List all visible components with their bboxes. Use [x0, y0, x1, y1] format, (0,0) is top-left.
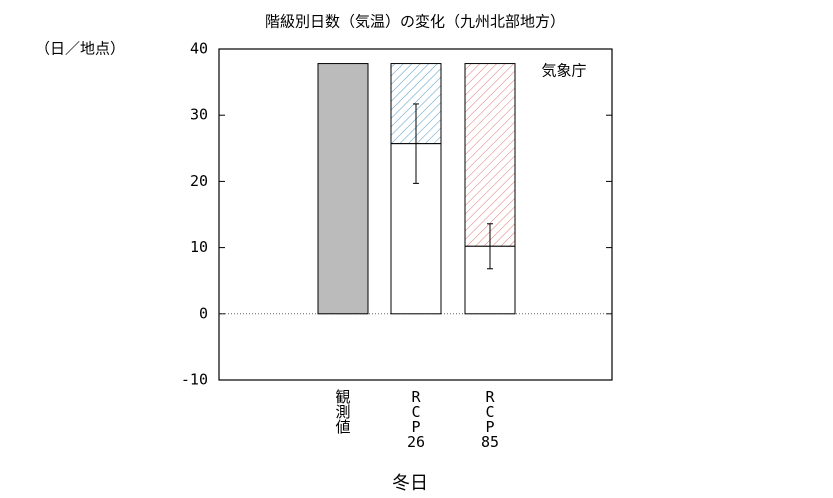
annotation: 気象庁: [541, 62, 586, 80]
x-tick-label: 観測値: [335, 388, 350, 436]
plot-frame: [218, 48, 613, 381]
y-unit: （日／地点）: [35, 40, 125, 58]
error-bar: [413, 103, 419, 184]
bar: [317, 63, 369, 315]
y-tick-label: 40: [190, 40, 208, 58]
y-tick-label: 0: [199, 304, 208, 322]
y-tick-label: 20: [190, 172, 208, 190]
change-region: [464, 63, 516, 247]
x-label: 冬日: [392, 473, 428, 494]
error-bar: [487, 223, 493, 270]
y-tick-label: -10: [181, 371, 208, 389]
x-tick-label: R C P 26: [407, 388, 425, 451]
y-tick-label: 10: [190, 238, 208, 256]
y-tick-label: 30: [190, 106, 208, 124]
chart-title: 階級別日数（気温）の変化（九州北部地方）: [265, 13, 565, 31]
x-tick-label: R C P 85: [481, 388, 499, 451]
